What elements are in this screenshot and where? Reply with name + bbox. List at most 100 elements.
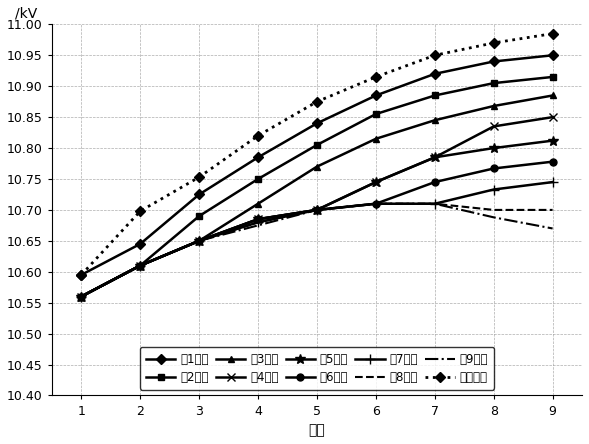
Line: 第1节点: 第1节点 (78, 52, 556, 278)
第4节点 (78, 294, 85, 299)
初始情况 (549, 31, 556, 36)
初始情况 (490, 40, 497, 46)
第9节点 (431, 201, 438, 206)
初始情况 (372, 74, 379, 79)
第7节点 (431, 201, 438, 206)
Legend: 第1节点, 第2节点, 第3节点, 第4节点, 第5节点, 第6节点, 第7节点, 第8节点, 第9节点, 初始情况: 第1节点, 第2节点, 第3节点, 第4节点, 第5节点, 第6节点, 第7节点… (140, 347, 494, 389)
第8节点 (196, 238, 203, 243)
第5节点 (313, 207, 320, 213)
第6节点 (490, 166, 497, 171)
第2节点 (431, 93, 438, 98)
第6节点 (78, 294, 85, 299)
第3节点 (431, 118, 438, 123)
第7节点 (549, 179, 556, 185)
第8节点 (78, 294, 85, 299)
Line: 第7节点: 第7节点 (77, 177, 557, 301)
第5节点 (549, 138, 556, 143)
Line: 第5节点: 第5节点 (77, 136, 557, 301)
第5节点 (137, 263, 144, 268)
第8节点 (137, 263, 144, 268)
第8节点 (549, 207, 556, 213)
第8节点 (254, 220, 262, 225)
第7节点 (137, 263, 144, 268)
第3节点 (490, 103, 497, 109)
第2节点 (254, 176, 262, 182)
第3节点 (372, 136, 379, 142)
第7节点 (196, 238, 203, 243)
初始情况 (313, 99, 320, 104)
Line: 第8节点: 第8节点 (81, 204, 552, 297)
Line: 第4节点: 第4节点 (77, 113, 557, 301)
第7节点 (313, 207, 320, 213)
第5节点 (196, 238, 203, 243)
第9节点 (549, 226, 556, 231)
第6节点 (549, 159, 556, 164)
Line: 第6节点: 第6节点 (78, 158, 556, 300)
X-axis label: 节点: 节点 (309, 423, 325, 437)
第2节点 (372, 111, 379, 117)
第1节点 (78, 272, 85, 278)
第6节点 (372, 201, 379, 206)
第9节点 (372, 201, 379, 206)
第1节点 (372, 93, 379, 98)
第4节点 (254, 217, 262, 222)
第1节点 (137, 241, 144, 246)
第7节点 (490, 187, 497, 192)
第2节点 (137, 263, 144, 268)
第8节点 (490, 207, 497, 213)
第8节点 (313, 207, 320, 213)
第9节点 (313, 207, 320, 213)
第5节点 (78, 294, 85, 299)
第8节点 (431, 201, 438, 206)
第7节点 (78, 294, 85, 299)
第1节点 (313, 121, 320, 126)
第6节点 (137, 263, 144, 268)
初始情况 (78, 272, 85, 278)
第3节点 (196, 238, 203, 243)
第9节点 (196, 238, 203, 243)
第2节点 (313, 143, 320, 148)
第3节点 (549, 93, 556, 98)
Text: /kV: /kV (15, 7, 37, 21)
第2节点 (490, 80, 497, 86)
第6节点 (254, 217, 262, 222)
第9节点 (254, 223, 262, 228)
第4节点 (549, 115, 556, 120)
第5节点 (372, 179, 379, 185)
第6节点 (431, 179, 438, 185)
Line: 第9节点: 第9节点 (81, 204, 552, 297)
第8节点 (372, 201, 379, 206)
第3节点 (78, 294, 85, 299)
第7节点 (372, 201, 379, 206)
第1节点 (431, 71, 438, 76)
第3节点 (254, 201, 262, 206)
第9节点 (78, 294, 85, 299)
Line: 第3节点: 第3节点 (78, 92, 556, 300)
第6节点 (313, 207, 320, 213)
第4节点 (372, 179, 379, 185)
初始情况 (196, 174, 203, 180)
第2节点 (78, 294, 85, 299)
第4节点 (313, 207, 320, 213)
第5节点 (254, 217, 262, 222)
第9节点 (137, 263, 144, 268)
第5节点 (431, 155, 438, 160)
第2节点 (196, 214, 203, 219)
第2节点 (549, 74, 556, 79)
第1节点 (549, 53, 556, 58)
第6节点 (196, 238, 203, 243)
第3节点 (313, 164, 320, 169)
初始情况 (137, 209, 144, 214)
第4节点 (431, 155, 438, 160)
第4节点 (490, 124, 497, 129)
第1节点 (490, 59, 497, 64)
第4节点 (137, 263, 144, 268)
Line: 初始情况: 初始情况 (78, 30, 556, 278)
第1节点 (254, 155, 262, 160)
第5节点 (490, 145, 497, 151)
Line: 第2节点: 第2节点 (78, 73, 556, 300)
第9节点 (490, 215, 497, 220)
第4节点 (196, 238, 203, 243)
初始情况 (431, 53, 438, 58)
第1节点 (196, 192, 203, 197)
